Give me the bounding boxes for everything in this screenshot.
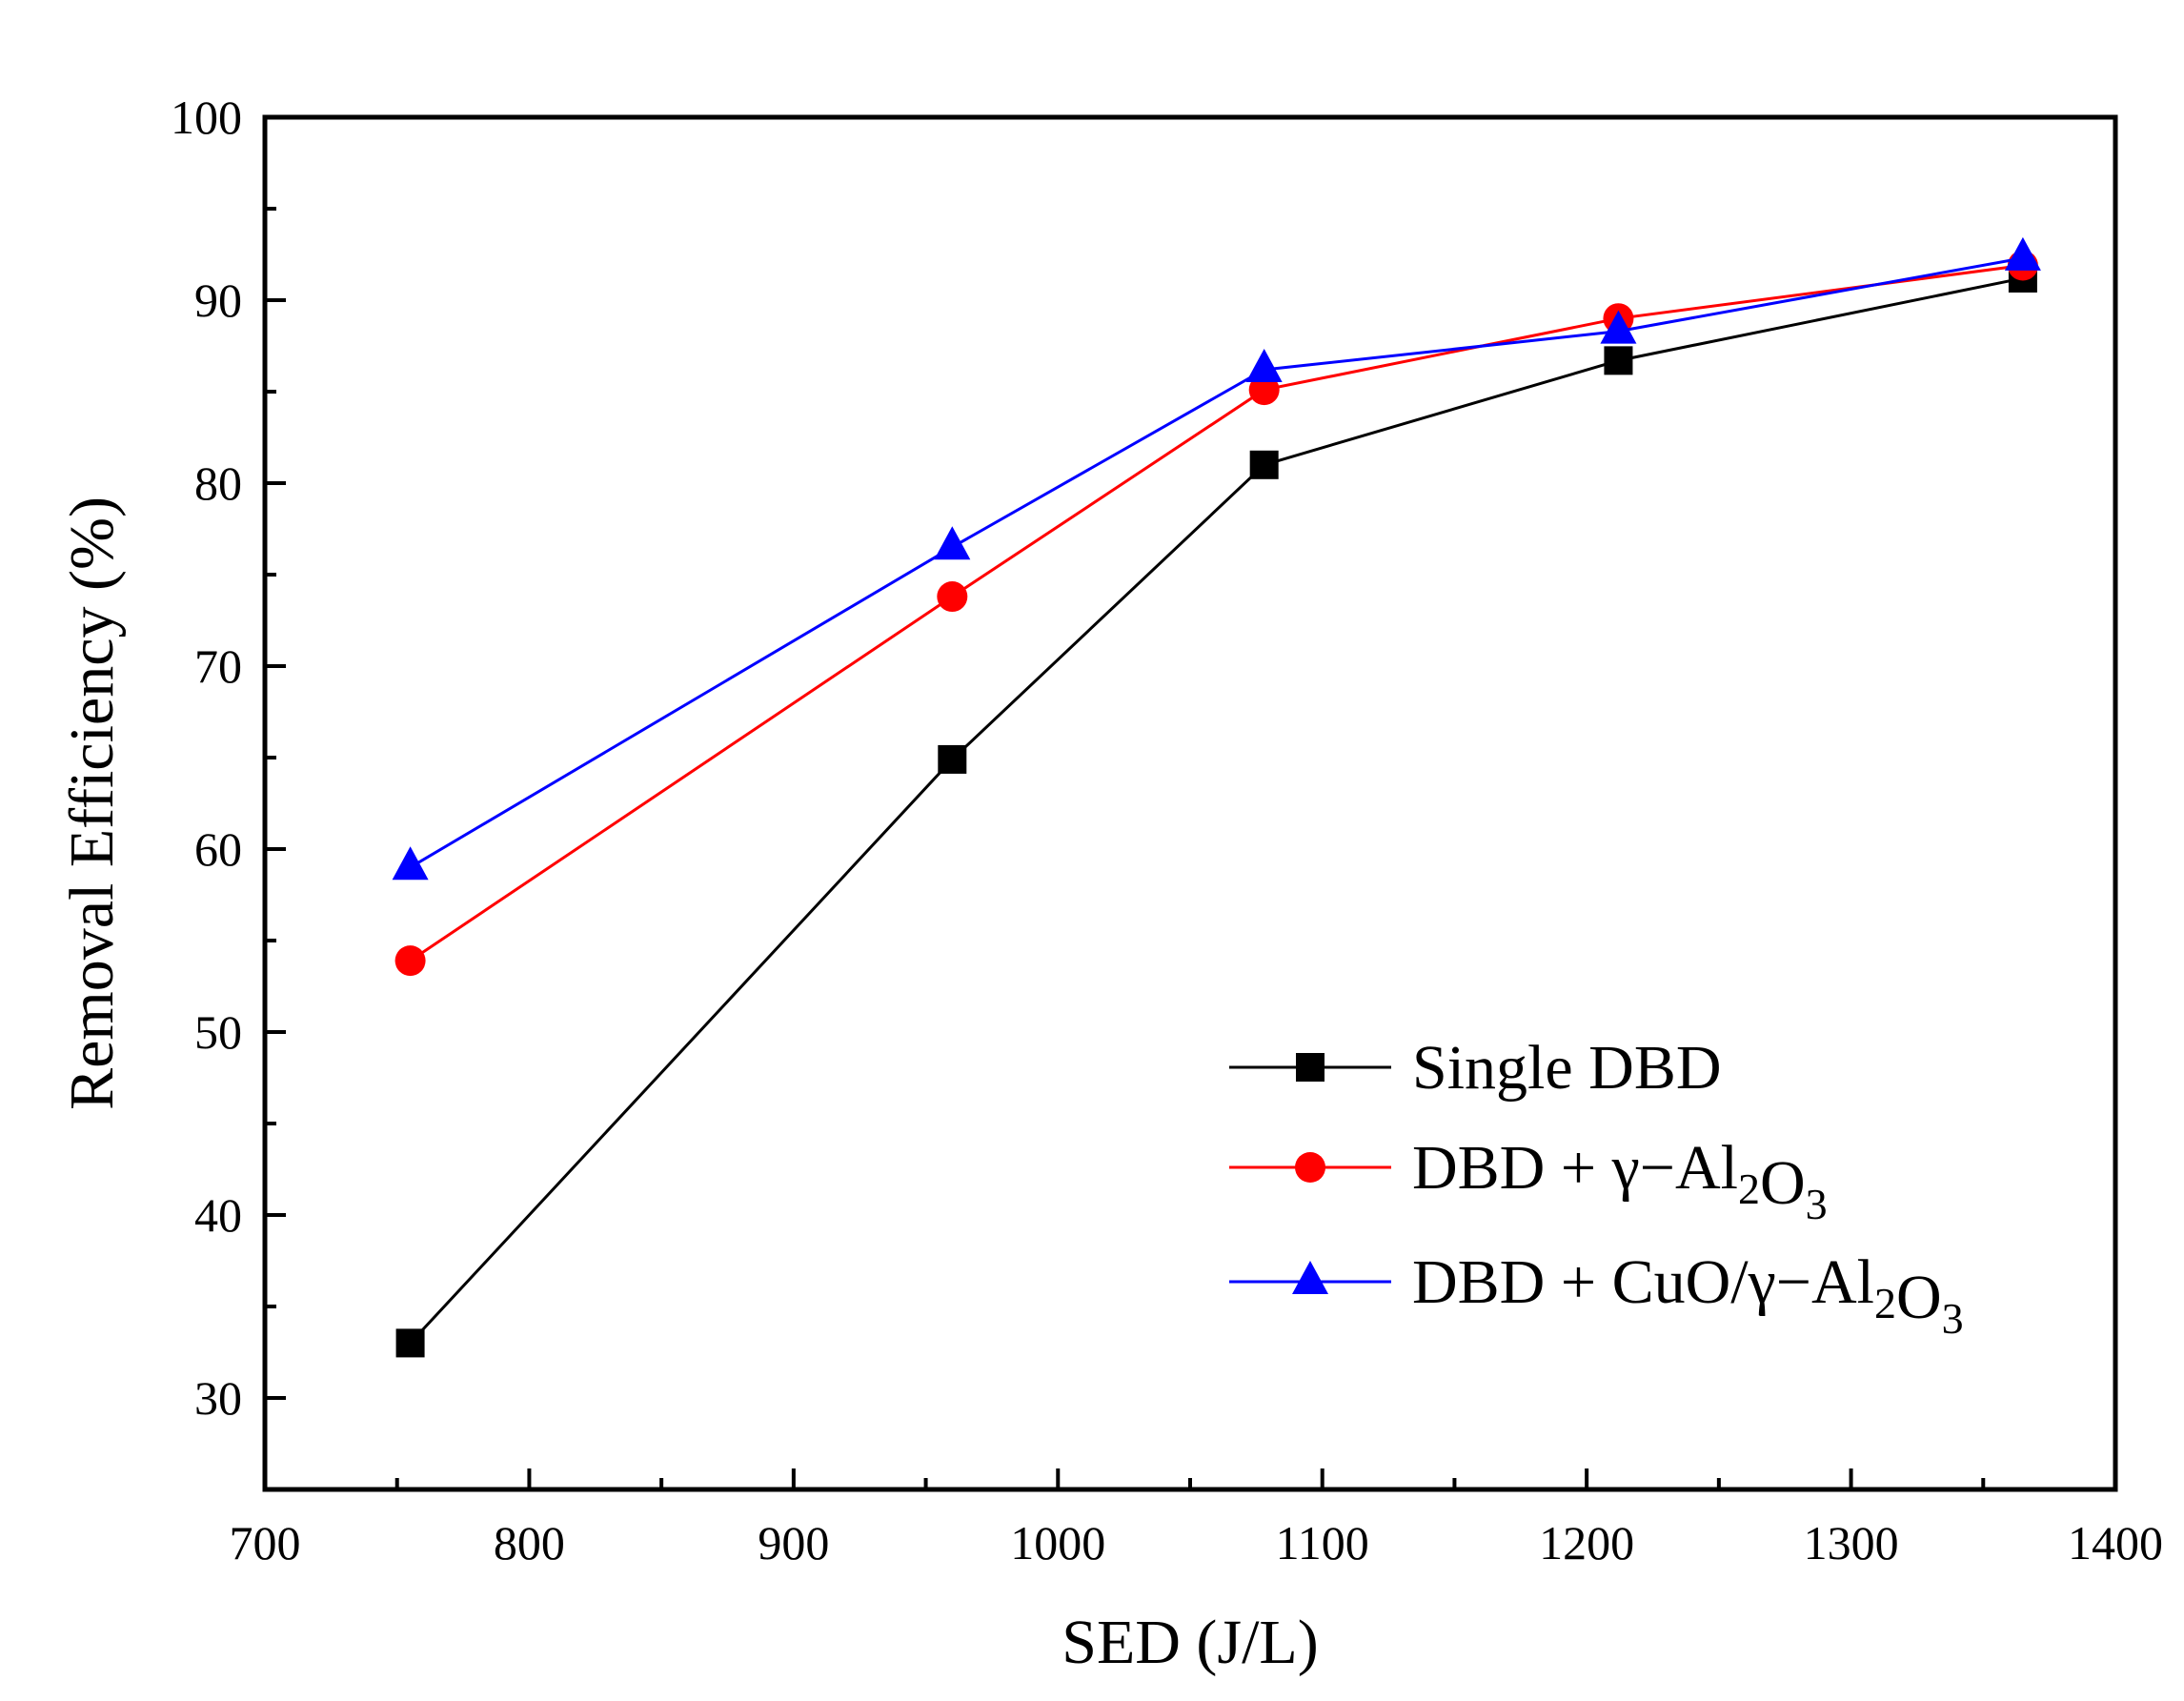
series-layer [392, 236, 2041, 1358]
x-tick-label: 1100 [1276, 1516, 1369, 1569]
legend: Single DBD DBD + γ−Al2O3 DBD + CuO/γ−Al2… [1229, 1033, 1964, 1343]
data-point-square [1249, 450, 1279, 479]
x-tick-label: 1400 [2068, 1516, 2163, 1569]
y-tick-label: 100 [171, 91, 242, 144]
data-point-circle [1248, 375, 1280, 406]
data-point-triangle [934, 526, 971, 560]
data-point-triangle [1245, 348, 1283, 382]
legend-marker-circle [1295, 1152, 1325, 1183]
x-tick-label: 1000 [1010, 1516, 1105, 1569]
data-point-circle [937, 581, 968, 613]
x-axis-title: SED (J/L) [1062, 1608, 1318, 1677]
legend-marker-square [1296, 1053, 1325, 1082]
y-axis-title: Removal Efficiency (%) [57, 496, 127, 1110]
data-point-triangle [1600, 310, 1637, 344]
data-point-square [395, 1328, 425, 1358]
data-point-triangle [2004, 236, 2041, 271]
x-tick-label: 800 [494, 1516, 565, 1569]
y-tick-label: 40 [194, 1188, 242, 1242]
y-tick-label: 30 [194, 1371, 242, 1425]
legend-entry-single-dbd: Single DBD [1229, 1033, 1722, 1103]
legend-label-single-dbd: Single DBD [1412, 1033, 1722, 1103]
data-point-circle [394, 945, 426, 977]
x-tick-label: 1200 [1539, 1516, 1634, 1569]
legend-label-dbd-al2o3: DBD + γ−Al2O3 [1412, 1133, 1828, 1228]
legend-label-dbd-cuo-al2o3: DBD + CuO/γ−Al2O3 [1412, 1247, 1964, 1343]
y-tick-label: 90 [194, 273, 242, 327]
plot-frame [262, 114, 2118, 1492]
data-point-square [938, 744, 967, 774]
y-tick-label: 80 [194, 456, 242, 510]
y-tick-label: 70 [194, 639, 242, 693]
legend-entry-dbd-cuo-al2o3: DBD + CuO/γ−Al2O3 [1229, 1247, 1964, 1343]
y-tick-label: 50 [194, 1005, 242, 1059]
y-tick-label: 60 [194, 822, 242, 876]
data-point-square [1604, 346, 1633, 375]
legend-marker-triangle [1292, 1261, 1328, 1294]
series-1 [395, 263, 2037, 1358]
data-point-triangle [392, 846, 429, 881]
ticks-layer: 700 800 900 1000 1100 1200 1300 1400 30 40 50 60 70 8… [171, 91, 2163, 1569]
x-tick-label: 900 [758, 1516, 829, 1569]
x-tick-label: 700 [230, 1516, 301, 1569]
series-2 [394, 250, 2038, 977]
legend-entry-dbd-al2o3: DBD + γ−Al2O3 [1229, 1133, 1828, 1228]
series-3 [392, 236, 2041, 881]
x-tick-label: 1300 [1804, 1516, 1899, 1569]
